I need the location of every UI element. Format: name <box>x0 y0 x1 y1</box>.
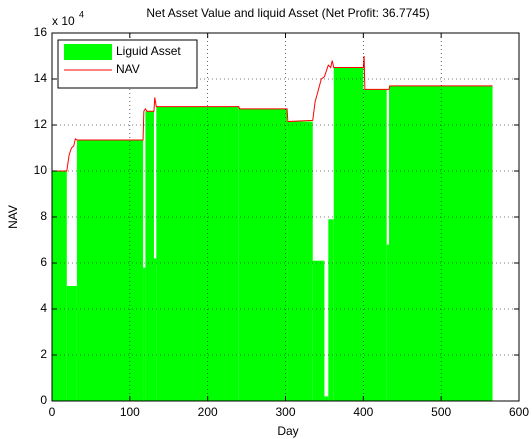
x-tick-label: 500 <box>431 405 451 419</box>
y-tick-label: 4 <box>40 301 47 315</box>
plot-frame <box>51 32 520 402</box>
y-axis-label: NAV <box>6 205 20 229</box>
x-tick-label: 200 <box>198 405 218 419</box>
area-step <box>52 171 67 401</box>
x-tick-label: 0 <box>49 405 56 419</box>
y-tick-label: 16 <box>34 25 48 39</box>
chart-title: Net Asset Value and liquid Asset (Net Pr… <box>146 6 429 20</box>
y-tick-label: 10 <box>34 163 48 177</box>
area-step <box>389 85 493 402</box>
area-step <box>363 89 387 401</box>
area-step <box>324 396 329 401</box>
y-tick-label: 8 <box>40 209 47 223</box>
y-tick-label: 0 <box>40 393 47 407</box>
area-step <box>66 286 77 401</box>
x-axis-label: Day <box>277 424 298 438</box>
area-step <box>328 219 334 401</box>
area-step <box>145 111 154 401</box>
legend-label: NAV <box>116 62 140 76</box>
x-tick-label: 300 <box>275 405 295 419</box>
nav-line <box>52 55 493 172</box>
area-step <box>312 260 325 401</box>
x-tick-label: 600 <box>509 405 529 419</box>
y-tick-label: 6 <box>40 255 47 269</box>
x-tick-label: 400 <box>353 405 373 419</box>
y-tick-label: 2 <box>40 347 47 361</box>
area-step <box>386 244 390 401</box>
legend-swatch <box>64 44 112 60</box>
area-step <box>287 121 313 402</box>
y-tick-label: 12 <box>34 117 48 131</box>
area-step <box>333 67 364 401</box>
area-step <box>238 108 288 402</box>
area-step <box>156 106 239 401</box>
y-multiplier: x 10 <box>52 14 75 28</box>
y-multiplier-exponent: 4 <box>79 9 84 19</box>
area-step <box>153 258 157 401</box>
legend-label: Liguid Asset <box>116 44 181 58</box>
x-tick-label: 100 <box>120 405 140 419</box>
area-step <box>76 139 144 401</box>
area-step <box>143 267 146 401</box>
y-tick-label: 14 <box>34 71 48 85</box>
